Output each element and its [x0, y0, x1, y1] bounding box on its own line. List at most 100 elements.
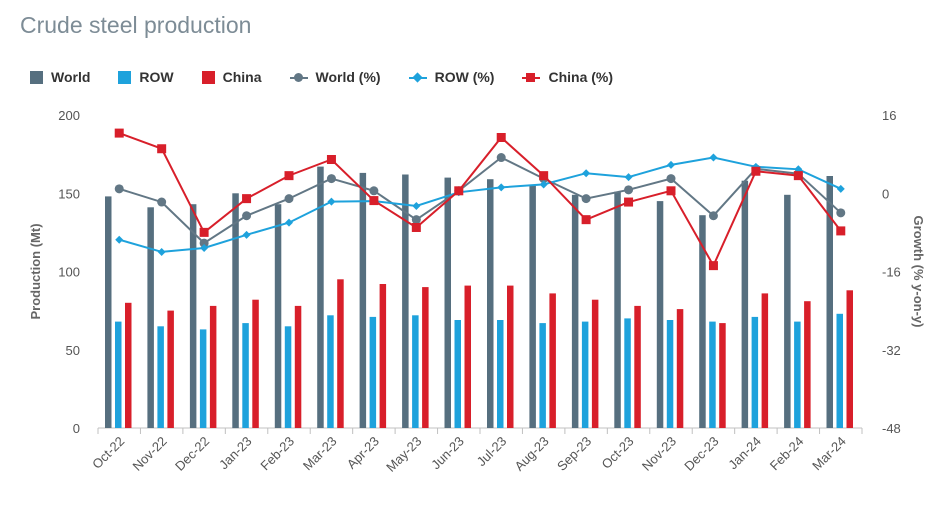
legend-swatch	[30, 70, 43, 84]
bar-row	[412, 315, 419, 428]
point-world	[242, 211, 252, 221]
bar-china	[507, 285, 514, 428]
y-tick-label: 200	[58, 108, 80, 123]
point-world	[157, 197, 167, 207]
bar-china	[676, 309, 684, 428]
point-world	[836, 208, 846, 218]
bar-world	[571, 194, 579, 428]
bar-row	[369, 316, 377, 428]
point-china	[496, 132, 506, 142]
x-tick-label: May-23	[383, 434, 424, 475]
bar-china	[337, 279, 344, 428]
legend-item-world[interactable]: World	[30, 69, 90, 85]
point-row	[327, 197, 336, 206]
bar-row	[497, 320, 504, 428]
bar-world	[656, 201, 664, 428]
point-china	[708, 261, 718, 271]
point-china	[199, 227, 209, 237]
bar-row	[794, 321, 801, 428]
bar-world	[741, 180, 749, 428]
chart-title: Crude steel production	[20, 12, 252, 38]
legend-item-china[interactable]: China	[201, 69, 262, 85]
bar-china	[379, 284, 387, 428]
x-tick-label: Nov-22	[130, 434, 170, 474]
legend-swatch	[201, 70, 215, 84]
y-tick-label: 150	[58, 186, 80, 201]
bar-world	[147, 207, 154, 428]
point-china	[666, 186, 676, 196]
bar-china	[209, 305, 217, 428]
point-china	[624, 197, 634, 207]
y2-tick-label: -48	[882, 421, 901, 436]
point-china	[581, 215, 591, 225]
point-world	[284, 194, 294, 204]
point-row	[200, 244, 209, 253]
point-world	[114, 184, 124, 194]
legend-item-row[interactable]: ROW	[118, 69, 174, 85]
x-tick-label: Jul-23	[474, 434, 510, 470]
bar-world	[529, 185, 536, 428]
legend-label: World	[51, 69, 91, 85]
point-china	[539, 171, 549, 181]
point-row	[497, 183, 506, 192]
y-tick-label: 50	[66, 343, 80, 358]
bar-row	[284, 326, 292, 428]
legend-item-china[interactable]: China (%)	[522, 69, 613, 85]
line-row	[118, 156, 842, 253]
legend-label: ROW (%)	[434, 69, 495, 85]
bar-world	[614, 191, 621, 428]
bar-row	[751, 316, 759, 428]
point-row	[667, 160, 675, 169]
legend-label: China	[222, 69, 262, 85]
bar-row	[327, 315, 334, 428]
legend-item-world[interactable]: World (%)	[289, 69, 381, 85]
bar-world	[699, 215, 706, 428]
point-world	[581, 194, 591, 204]
point-china	[242, 194, 252, 204]
bar-world	[487, 179, 494, 428]
y-tick-label: 0	[73, 421, 80, 436]
point-row	[242, 230, 251, 239]
x-tick-label: Sep-23	[554, 434, 594, 474]
point-row	[836, 184, 845, 193]
x-tick-label: Dec-22	[172, 434, 212, 474]
bar-world	[826, 176, 833, 428]
bar-row	[624, 318, 631, 428]
y2-axis-label: Growth (% y-on-y)	[911, 216, 926, 328]
bar-world	[784, 194, 791, 428]
x-tick-label: Oct-22	[89, 434, 127, 472]
bar-world	[232, 193, 239, 429]
bar-row	[242, 323, 249, 428]
bar-china	[634, 305, 641, 428]
bar-world	[105, 196, 112, 428]
bar-row	[709, 321, 716, 428]
point-world	[708, 211, 718, 221]
point-row	[157, 247, 166, 256]
point-china	[114, 128, 124, 138]
point-row	[582, 169, 591, 178]
point-china	[326, 155, 336, 165]
legend-line-symbol	[522, 71, 541, 84]
point-china	[454, 186, 464, 196]
x-tick-label: Jan-24	[725, 434, 764, 473]
bar-china	[846, 290, 853, 428]
bar-row	[199, 329, 207, 428]
legend: World ROW China World (%) ROW (%) China (%)	[30, 69, 641, 85]
y-tick-label: 100	[58, 265, 80, 280]
y-axis-label: Production (Mt)	[28, 223, 43, 319]
point-china	[157, 144, 167, 154]
legend-label: China (%)	[548, 69, 614, 85]
bar-row	[666, 320, 674, 428]
point-row	[624, 173, 633, 182]
legend-item-row[interactable]: ROW (%)	[408, 69, 495, 85]
bar-china	[804, 301, 811, 428]
y2-tick-label: 16	[882, 108, 896, 123]
point-world	[411, 215, 421, 225]
point-row	[285, 218, 293, 227]
bar-world	[359, 172, 367, 428]
bar-china	[125, 302, 132, 428]
bar-world	[402, 174, 409, 428]
bar-world	[274, 204, 282, 428]
point-china	[284, 171, 294, 181]
